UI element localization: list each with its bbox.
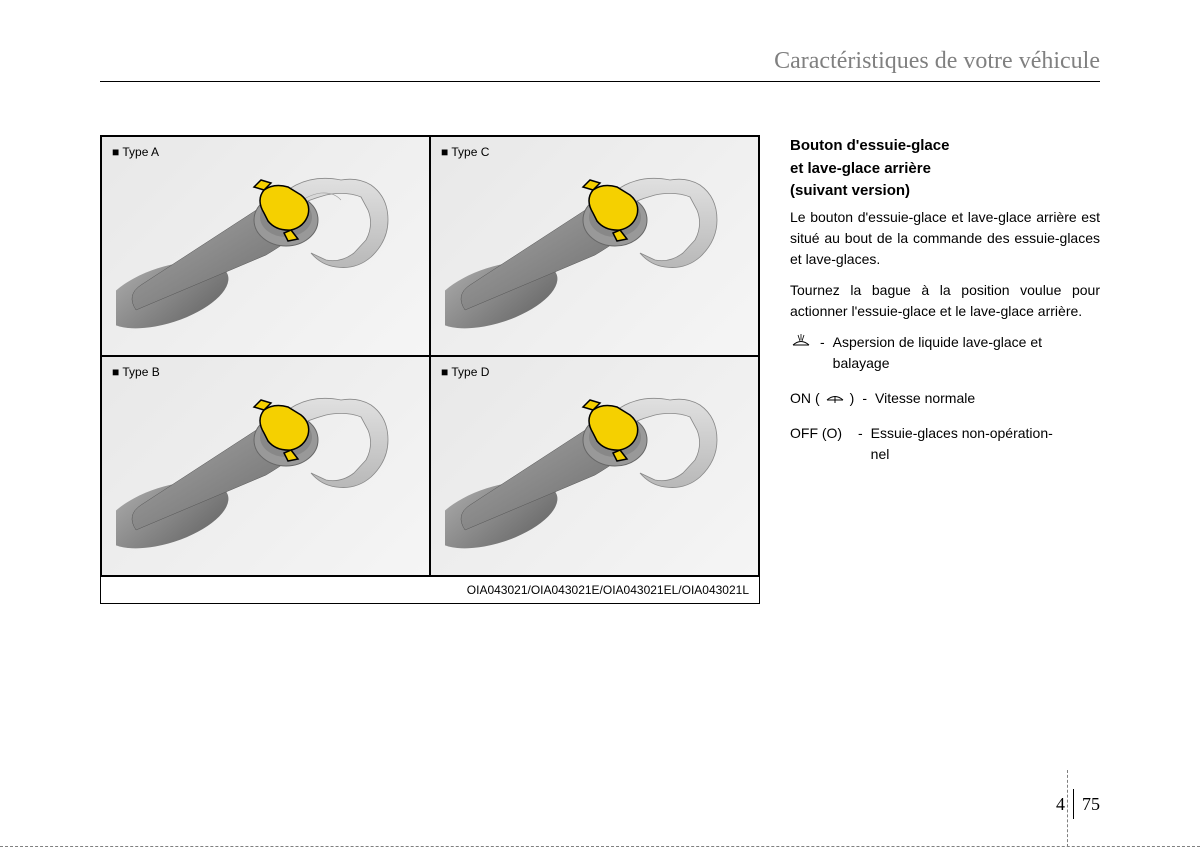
diagram-cell-d: ■ Type D: [430, 356, 759, 576]
setting-2-dash: -: [862, 388, 867, 409]
cell-label-b: ■ Type B: [112, 365, 160, 379]
setting-1-dash: -: [820, 332, 825, 353]
lever-illustration-c: [445, 165, 745, 345]
paragraph-2: Tournez la bague à la position voulue po…: [790, 280, 1100, 322]
diagram-cell-b: ■ Type B: [101, 356, 430, 576]
diagram-grid: ■ Type A: [101, 136, 759, 576]
page-section-number: 4: [1056, 794, 1065, 815]
setting-2-paren-close: ): [850, 388, 855, 409]
page-number: 4 75: [1056, 789, 1100, 819]
washer-icon: [824, 389, 846, 407]
diagram-container: ■ Type A: [100, 135, 760, 604]
setting-2-label: ON ( ): [790, 388, 854, 409]
lever-illustration-b: [116, 385, 416, 565]
cell-label-d: ■ Type D: [441, 365, 489, 379]
setting-3-text: Essuie-glaces non-opération- nel: [871, 423, 1100, 465]
setting-2-paren-open: (: [815, 388, 820, 409]
setting-3-line1: Essuie-glaces non-opération-: [871, 425, 1053, 441]
setting-3-label: OFF (O): [790, 423, 850, 444]
header-title: Caractéristiques de votre véhicule: [774, 48, 1100, 74]
title-line-2: et lave-glace arrière: [790, 158, 1100, 181]
setting-1-line1: Aspersion de liquide lave-glace et: [833, 334, 1042, 350]
page-page-number: 75: [1082, 794, 1100, 815]
diagram-cell-a: ■ Type A: [101, 136, 430, 356]
section-title: Bouton d'essuie-glace et lave-glace arri…: [790, 135, 1100, 203]
cell-label-c: ■ Type C: [441, 145, 489, 159]
setting-2-text: Vitesse normale: [875, 388, 1100, 409]
setting-3-dash: -: [858, 423, 863, 444]
setting-row-2: ON ( ) - Vitesse normale: [790, 388, 1100, 409]
setting-row-3: OFF (O) - Essuie-glaces non-opération- n…: [790, 423, 1100, 465]
setting-3-line2: nel: [871, 444, 1100, 465]
trim-line-right: [1067, 770, 1068, 847]
diagram-cell-c: ■ Type C: [430, 136, 759, 356]
lever-illustration-d: [445, 385, 745, 565]
text-column: Bouton d'essuie-glace et lave-glace arri…: [790, 135, 1100, 604]
setting-1-text: Aspersion de liquide lave-glace et balay…: [833, 332, 1100, 374]
setting-row-1: - Aspersion de liquide lave-glace et bal…: [790, 332, 1100, 374]
content-area: ■ Type A: [100, 135, 1100, 604]
page-number-divider: [1073, 789, 1074, 819]
setting-1-line2: balayage: [833, 353, 1100, 374]
diagram-block: ■ Type A: [100, 135, 760, 604]
title-line-1: Bouton d'essuie-glace: [790, 135, 1100, 158]
lever-illustration-a: [116, 165, 416, 345]
paragraph-1: Le bouton d'essuie-glace et lave-glace a…: [790, 207, 1100, 270]
diagram-caption: OIA043021/OIA043021E/OIA043021EL/OIA0430…: [101, 576, 759, 603]
cell-label-a: ■ Type A: [112, 145, 159, 159]
setting-2-prefix: ON: [790, 388, 811, 409]
title-line-3: (suivant version): [790, 180, 1100, 203]
page-header: Caractéristiques de votre véhicule: [100, 48, 1100, 82]
trim-line-bottom: [0, 846, 1200, 847]
washer-spray-icon: [790, 332, 812, 350]
